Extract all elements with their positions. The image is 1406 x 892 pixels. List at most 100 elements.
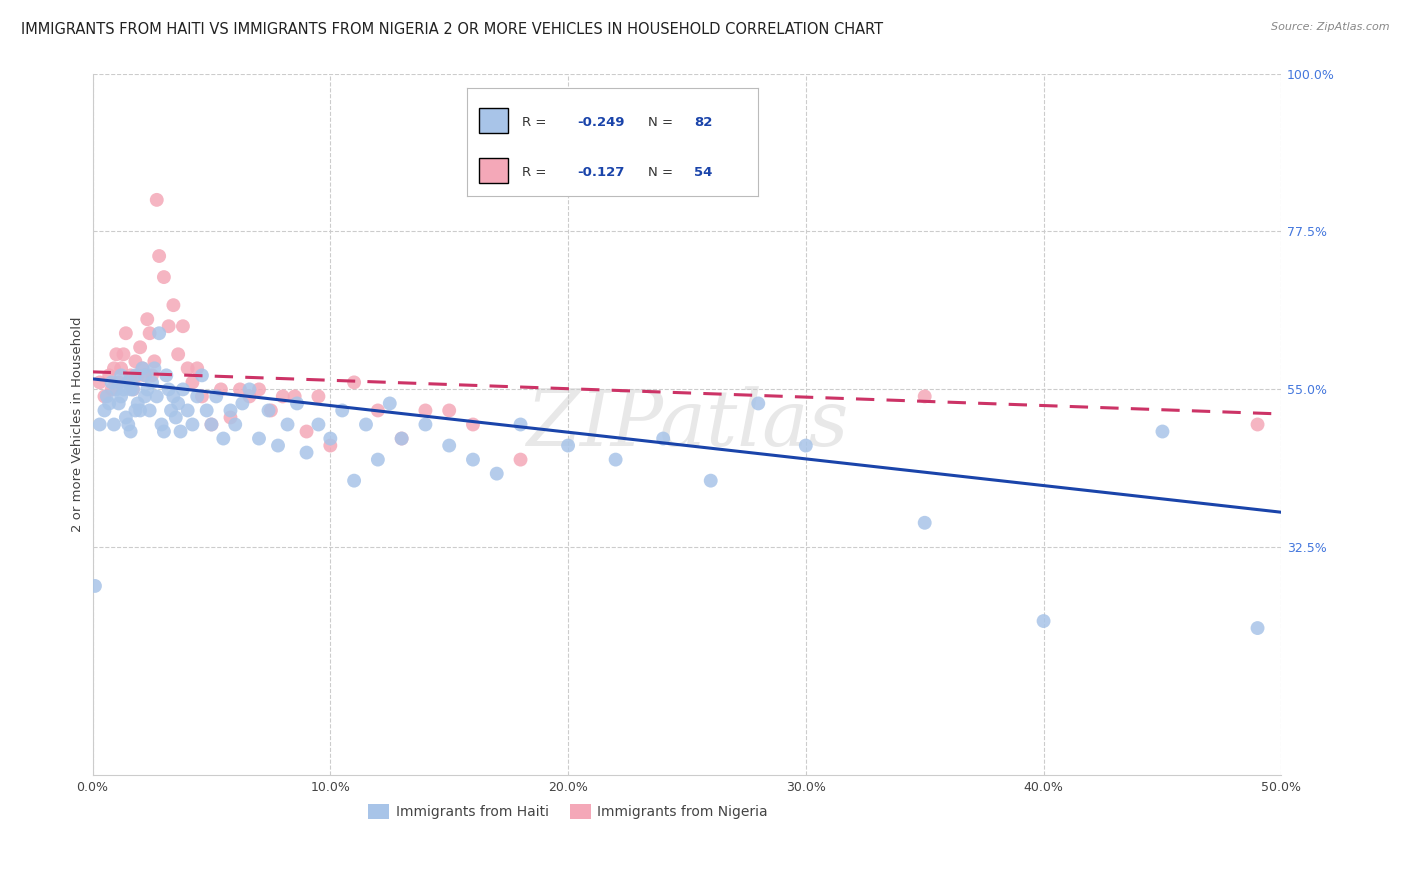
Point	[141, 376, 163, 390]
Point	[124, 368, 146, 383]
Point	[285, 396, 308, 410]
Point	[437, 403, 460, 417]
Point	[652, 432, 675, 446]
Point	[122, 383, 145, 397]
Point	[605, 452, 627, 467]
Point	[330, 403, 353, 417]
Point	[1246, 417, 1268, 432]
Point	[176, 361, 198, 376]
Point	[186, 361, 208, 376]
Point	[172, 383, 194, 397]
Point	[89, 376, 111, 390]
Point	[148, 326, 170, 341]
Point	[219, 410, 242, 425]
Point	[319, 432, 342, 446]
Point	[437, 439, 460, 453]
Point	[509, 452, 531, 467]
Point	[105, 347, 128, 361]
Point	[295, 425, 318, 439]
Point	[1152, 425, 1174, 439]
Point	[914, 389, 936, 403]
Point	[284, 389, 307, 403]
Point	[186, 389, 208, 403]
Point	[93, 403, 115, 417]
Legend: Immigrants from Haiti, Immigrants from Nigeria: Immigrants from Haiti, Immigrants from N…	[363, 798, 773, 825]
Point	[200, 417, 222, 432]
Point	[307, 417, 329, 432]
Point	[485, 467, 508, 481]
Point	[103, 361, 125, 376]
Point	[415, 417, 437, 432]
Point	[181, 417, 204, 432]
Point	[367, 452, 389, 467]
Point	[1246, 621, 1268, 635]
Text: Source: ZipAtlas.com: Source: ZipAtlas.com	[1271, 22, 1389, 32]
Point	[145, 193, 167, 207]
Point	[557, 439, 579, 453]
Point	[153, 425, 176, 439]
Point	[157, 383, 180, 397]
Point	[110, 368, 132, 383]
Point	[138, 403, 160, 417]
Point	[343, 376, 366, 390]
Point	[794, 439, 817, 453]
Point	[195, 403, 218, 417]
Point	[110, 389, 132, 403]
Point	[209, 383, 232, 397]
Point	[509, 417, 531, 432]
Point	[415, 403, 437, 417]
Point	[136, 312, 159, 326]
Point	[257, 403, 280, 417]
Point	[117, 417, 139, 432]
Point	[124, 403, 146, 417]
Point	[191, 368, 214, 383]
Point	[219, 403, 242, 417]
Point	[367, 403, 389, 417]
Point	[127, 368, 149, 383]
Point	[461, 452, 484, 467]
Point	[181, 376, 204, 390]
Point	[150, 417, 173, 432]
Point	[172, 319, 194, 334]
Point	[747, 396, 769, 410]
Point	[1032, 614, 1054, 628]
Point	[260, 403, 283, 417]
Point	[98, 368, 121, 383]
Point	[307, 389, 329, 403]
Point	[107, 396, 129, 410]
Point	[461, 417, 484, 432]
Point	[247, 432, 270, 446]
Point	[167, 347, 190, 361]
Point	[103, 417, 125, 432]
Point	[115, 410, 138, 425]
Point	[162, 298, 184, 312]
Point	[247, 383, 270, 397]
Point	[122, 383, 145, 397]
Point	[143, 354, 166, 368]
Point	[129, 340, 152, 354]
Point	[295, 445, 318, 459]
Point	[914, 516, 936, 530]
Point	[191, 389, 214, 403]
Point	[169, 425, 191, 439]
Point	[120, 368, 142, 383]
Point	[107, 376, 129, 390]
Point	[127, 396, 149, 410]
Point	[98, 396, 121, 410]
Point	[167, 396, 190, 410]
Point	[143, 361, 166, 376]
Point	[271, 389, 294, 403]
Point	[200, 417, 222, 432]
Point	[343, 474, 366, 488]
Point	[136, 383, 159, 397]
Point	[238, 389, 260, 403]
Point	[100, 376, 122, 390]
Point	[131, 361, 153, 376]
Point	[117, 376, 139, 390]
Point	[391, 432, 413, 446]
Point	[112, 347, 135, 361]
Point	[231, 396, 253, 410]
Point	[141, 368, 163, 383]
Point	[162, 389, 184, 403]
Point	[110, 361, 132, 376]
